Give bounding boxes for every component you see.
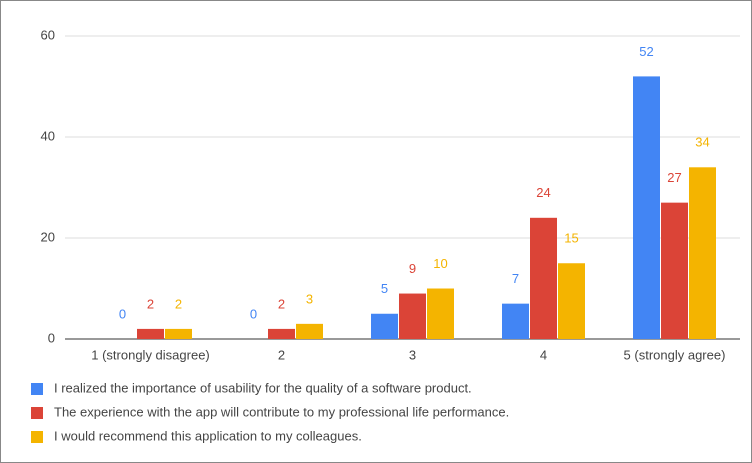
bar <box>399 293 426 339</box>
bar <box>530 217 557 339</box>
x-tick-label: 1 (strongly disagree) <box>91 347 210 362</box>
legend-label: The experience with the app will contrib… <box>54 404 509 419</box>
data-label: 3 <box>306 291 313 306</box>
legend-label: I would recommend this application to my… <box>54 428 362 443</box>
bar <box>137 328 164 339</box>
bar <box>661 202 688 339</box>
data-label: 7 <box>512 271 519 286</box>
legend-swatch <box>31 431 43 443</box>
data-label: 9 <box>409 261 416 276</box>
data-label: 2 <box>175 296 182 311</box>
data-label: 0 <box>119 306 126 321</box>
x-tick-label: 3 <box>409 347 416 362</box>
x-tick-label: 4 <box>540 347 547 362</box>
x-tick-label: 5 (strongly agree) <box>624 347 726 362</box>
data-label: 34 <box>695 135 709 150</box>
legend-swatch <box>31 383 43 395</box>
y-tick-label: 0 <box>48 330 55 345</box>
data-label: 2 <box>278 296 285 311</box>
bar <box>558 263 585 339</box>
y-tick-label: 60 <box>41 27 55 42</box>
bar <box>502 303 529 339</box>
data-label: 24 <box>536 185 550 200</box>
data-label: 10 <box>433 256 447 271</box>
bar <box>689 167 716 339</box>
legend-swatch <box>31 407 43 419</box>
data-label: 5 <box>381 281 388 296</box>
bar <box>427 288 454 339</box>
data-label: 15 <box>564 231 578 246</box>
legend-label: I realized the importance of usability f… <box>54 380 472 395</box>
y-tick-label: 40 <box>41 128 55 143</box>
data-label: 52 <box>639 44 653 59</box>
bar <box>633 76 660 340</box>
bar <box>371 313 398 339</box>
bar <box>268 328 295 339</box>
x-tick-label: 2 <box>278 347 285 362</box>
y-tick-label: 20 <box>41 229 55 244</box>
data-label: 27 <box>667 170 681 185</box>
data-label: 2 <box>147 296 154 311</box>
data-label: 0 <box>250 306 257 321</box>
bar <box>165 328 192 339</box>
bar <box>296 323 323 339</box>
